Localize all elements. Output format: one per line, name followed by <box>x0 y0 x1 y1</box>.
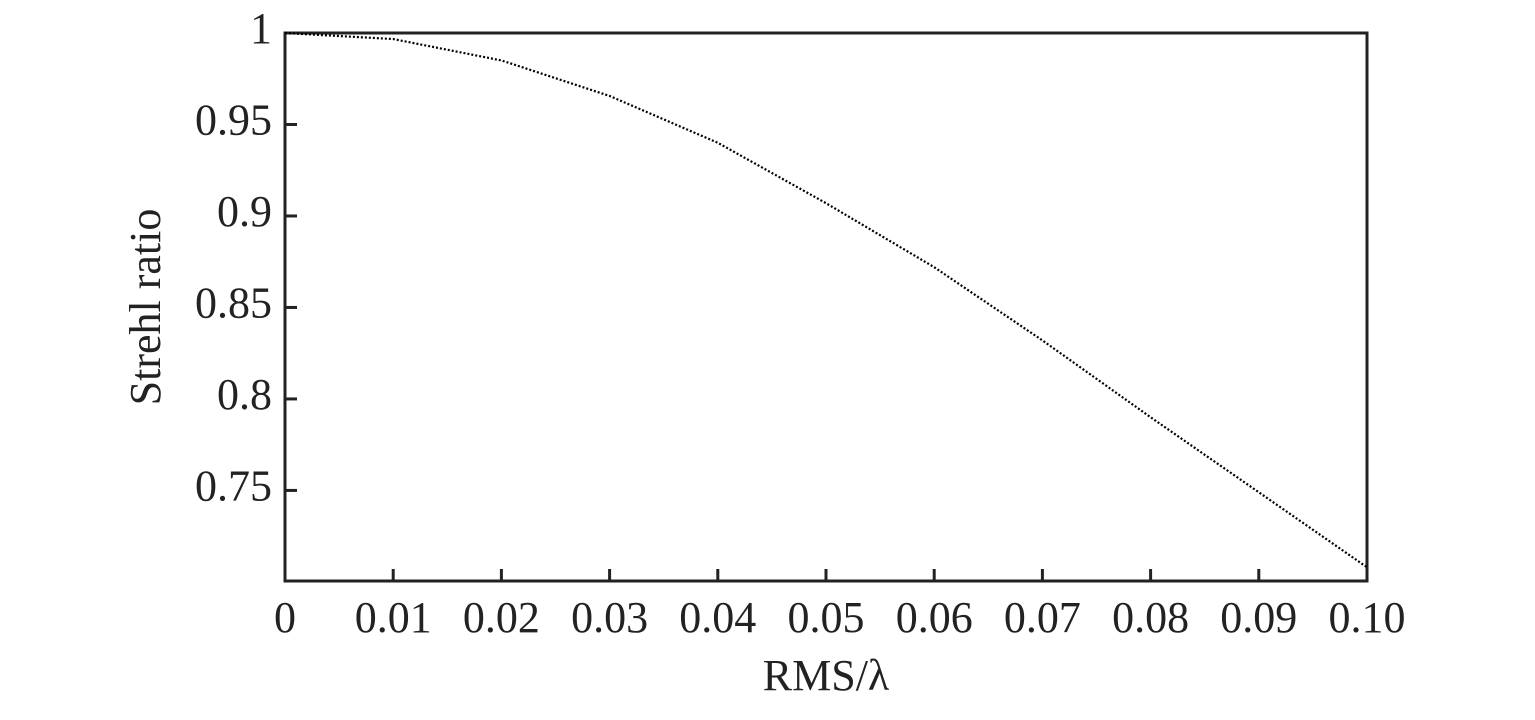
plot-frame <box>283 31 1369 583</box>
y-tick-label: 0.8 <box>217 370 272 419</box>
x-tick-label: 0.10 <box>1329 593 1406 642</box>
x-tick-label: 0.04 <box>679 593 756 642</box>
x-tick-label: 0.09 <box>1220 593 1297 642</box>
line-series <box>284 31 1368 569</box>
x-tick-label: 0 <box>274 593 296 642</box>
y-axis-title: Strehl ratio <box>121 209 170 406</box>
y-tick-label: 0.95 <box>195 96 272 145</box>
y-tick-label: 0.85 <box>195 279 272 328</box>
x-tick-label: 0.02 <box>463 593 540 642</box>
x-tick-label: 0.01 <box>355 593 432 642</box>
x-tick-label: 0.07 <box>1004 593 1081 642</box>
y-tick-label: 0.9 <box>217 187 272 236</box>
x-tick-label: 0.08 <box>1112 593 1189 642</box>
x-tick-label: 0.03 <box>571 593 648 642</box>
x-tick-label: 0.05 <box>788 593 865 642</box>
x-tick-label: 0.06 <box>896 593 973 642</box>
x-axis-title: RMS/λ <box>763 651 890 700</box>
y-tick-label: 0.75 <box>195 462 272 511</box>
y-tick-label: 1 <box>250 4 272 53</box>
